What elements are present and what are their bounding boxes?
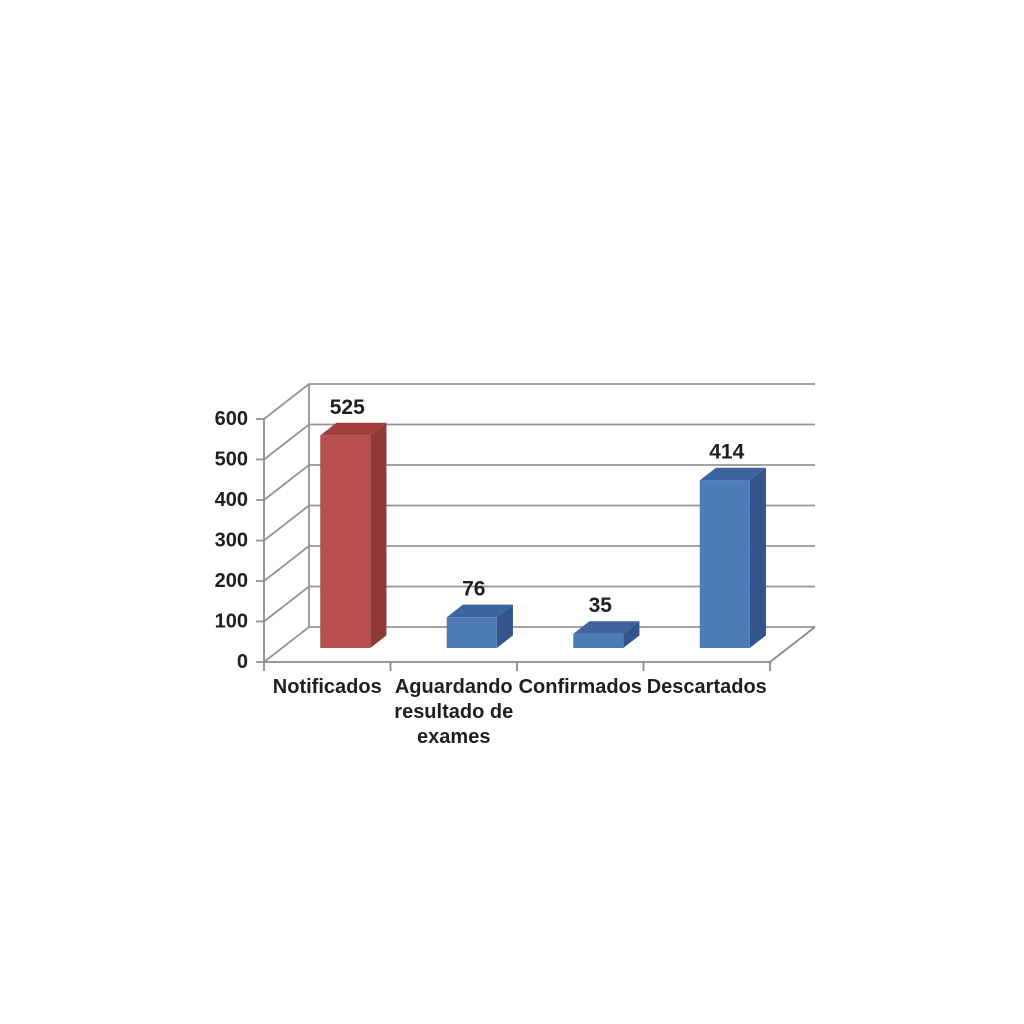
bar-front-face bbox=[320, 435, 371, 648]
y-tick-label: 100 bbox=[215, 611, 248, 633]
bars: 525 76 35 414 bbox=[320, 396, 766, 648]
x-tick-label: Aguardando resultado de exames bbox=[394, 676, 513, 748]
y-tick-label: 400 bbox=[215, 489, 248, 511]
bar-value-label: 525 bbox=[330, 396, 365, 419]
grid-depth-line bbox=[263, 545, 310, 582]
grid-depth-line bbox=[263, 383, 310, 420]
bar-side-face bbox=[623, 621, 640, 648]
bar-side-face bbox=[370, 422, 387, 648]
bar-confirmados: 35 bbox=[573, 594, 640, 648]
bar-top-face bbox=[573, 621, 640, 634]
bar-side-face bbox=[749, 467, 766, 648]
y-tick-label: 600 bbox=[215, 408, 248, 430]
bar-side-face bbox=[496, 604, 513, 648]
x-tick-label: Confirmados bbox=[519, 676, 642, 698]
bar-front-face bbox=[446, 617, 497, 648]
axes bbox=[263, 419, 816, 671]
x-axis-labels: Notificados Aguardando resultado de exames C… bbox=[273, 676, 767, 748]
grid-depth-line bbox=[263, 626, 310, 663]
y-tick-label: 0 bbox=[237, 651, 248, 673]
bar-front-face bbox=[573, 633, 624, 648]
y-tick-label: 300 bbox=[215, 530, 248, 552]
x-tick-label: Descartados bbox=[647, 676, 767, 698]
bar-top-face bbox=[446, 604, 513, 618]
bar-notificados: 525 bbox=[320, 396, 387, 648]
bar-front-face bbox=[699, 480, 750, 648]
bar-descartados: 414 bbox=[699, 441, 766, 648]
bar-value-label: 414 bbox=[709, 441, 744, 464]
y-tick-label: 200 bbox=[215, 570, 248, 592]
grid-depth-line bbox=[263, 423, 310, 461]
bar-value-label: 76 bbox=[462, 578, 485, 601]
y-axis-labels: 0 100 200 300 400 500 600 bbox=[215, 408, 248, 673]
grid-depth-line bbox=[263, 585, 310, 623]
x-tick-label: Notificados bbox=[273, 676, 382, 698]
grid-depth-line bbox=[263, 464, 310, 501]
grid-depth-line bbox=[263, 504, 310, 542]
bar-value-label: 35 bbox=[589, 594, 613, 617]
bar-top-face bbox=[320, 422, 387, 436]
bar-aguardando-resultado-de-exames: 76 bbox=[446, 578, 513, 648]
gridlines bbox=[256, 383, 815, 663]
bar-top-face bbox=[699, 467, 766, 481]
y-tick-label: 500 bbox=[215, 449, 248, 471]
floor-right-edge bbox=[769, 626, 816, 663]
